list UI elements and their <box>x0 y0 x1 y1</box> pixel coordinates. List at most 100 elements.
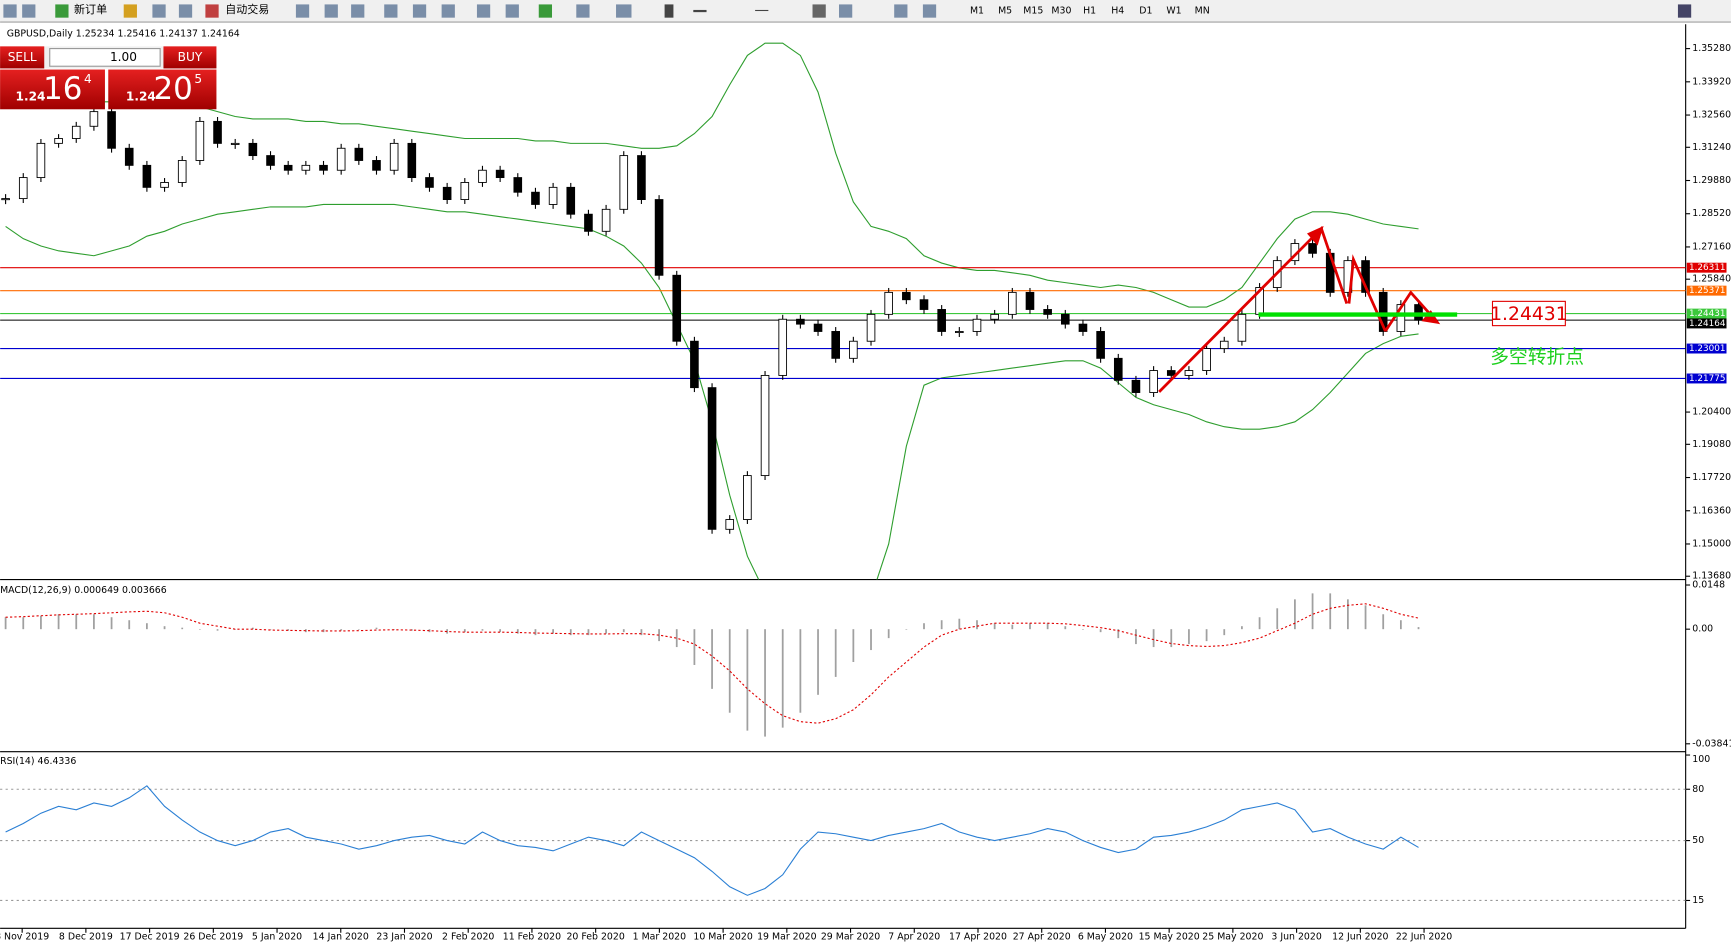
candle <box>743 475 752 520</box>
ask-main: 20 <box>154 71 193 107</box>
macd-bar <box>640 629 643 636</box>
candle <box>283 164 293 171</box>
macd-bar <box>428 629 431 633</box>
timeframe-button[interactable]: H4 <box>1111 6 1124 17</box>
buy-button[interactable] <box>163 46 217 69</box>
timeframe-button[interactable]: M5 <box>998 6 1012 17</box>
macd-bar <box>852 629 855 662</box>
sell-button[interactable] <box>0 46 45 69</box>
macd-bar <box>516 629 519 634</box>
x-tick-label: 14 Jan 2020 <box>313 932 369 943</box>
candle <box>1219 340 1229 350</box>
macd-bar <box>146 623 148 630</box>
macd-bar <box>658 629 660 642</box>
macd-bar <box>1064 626 1067 630</box>
candle <box>425 177 434 188</box>
macd-bar <box>958 618 961 630</box>
level-tag <box>1686 308 1727 319</box>
candle <box>760 374 770 477</box>
macd-bar <box>728 629 731 713</box>
candle <box>725 519 735 530</box>
y-tick-label: 1.17720 <box>1692 472 1731 483</box>
macd-bar <box>1029 623 1031 630</box>
candle <box>1396 304 1406 332</box>
new-order-button[interactable]: 新订单 <box>74 2 107 16</box>
bollinger-band <box>5 42 1419 308</box>
macd-bar <box>1399 620 1402 630</box>
x-tick-label: 19 Mar 2020 <box>757 932 816 943</box>
macd-bar <box>57 614 60 630</box>
candle <box>601 208 611 232</box>
candle <box>389 142 399 171</box>
x-tick-label: 11 Feb 2020 <box>503 932 561 943</box>
x-tick-label: 26 Dec 2019 <box>183 932 243 943</box>
level-label: 1.24431 <box>1689 309 1726 319</box>
macd-bar <box>1046 623 1049 630</box>
y-tick-label: 1.19080 <box>1692 439 1731 450</box>
level-tag <box>1686 262 1727 273</box>
candle <box>1184 370 1194 376</box>
candle <box>919 299 929 310</box>
x-tick-label: 25 May 2020 <box>1202 932 1263 943</box>
macd-bar <box>375 627 378 630</box>
timeframe-button[interactable]: M1 <box>970 6 984 17</box>
macd-bar <box>534 629 537 636</box>
macd-bar <box>287 629 290 631</box>
y-tick-label: 1.15000 <box>1692 538 1731 549</box>
macd-bar <box>605 629 607 634</box>
x-tick-label: 8 Nov 2019 <box>0 932 49 943</box>
candle <box>1078 323 1088 332</box>
candle <box>902 291 911 301</box>
candle <box>955 331 964 334</box>
y-tick-label: 0.00 <box>1692 624 1713 635</box>
macd-bar <box>181 627 184 630</box>
macd-bar <box>1258 617 1261 630</box>
macd-bar <box>764 629 766 737</box>
macd-bar <box>269 629 272 630</box>
candle <box>248 142 258 157</box>
timeframe-button[interactable]: MN <box>1195 6 1210 17</box>
macd-bar <box>817 629 819 695</box>
x-tick-label: 5 Jan 2020 <box>252 932 302 943</box>
level-label: 1.25371 <box>1689 286 1726 296</box>
level-tag <box>1686 373 1727 384</box>
level-tag <box>1686 343 1727 354</box>
x-tick-label: 12 Jun 2020 <box>1332 932 1388 943</box>
timeframe-button[interactable]: W1 <box>1166 6 1181 17</box>
timeframe-button[interactable]: M15 <box>1023 6 1043 17</box>
lots-input[interactable] <box>49 48 161 67</box>
x-tick-label: 7 Apr 2020 <box>888 932 940 943</box>
ask-frac: 5 <box>194 72 202 86</box>
candle <box>230 142 240 145</box>
macd-bar <box>198 629 201 630</box>
candle <box>972 318 982 332</box>
candle <box>195 120 205 161</box>
candle <box>990 313 999 320</box>
ask-big: 1.24 <box>126 90 156 104</box>
candle <box>796 318 805 325</box>
macd-bar <box>251 627 254 630</box>
candle <box>142 164 152 188</box>
candle <box>1060 313 1070 325</box>
candle <box>36 142 46 179</box>
y-tick-label: 1.28520 <box>1692 208 1731 219</box>
macd-bar <box>1135 629 1137 645</box>
macd-bar <box>781 629 784 728</box>
macd-bar <box>1311 593 1314 630</box>
candle <box>672 274 682 342</box>
lots-value: 1.00 <box>110 50 137 64</box>
macd-bar <box>481 629 484 631</box>
macd-bar <box>587 629 590 636</box>
auto-trading-button[interactable]: 自动交易 <box>225 2 269 16</box>
macd-bar <box>1011 624 1014 630</box>
candle <box>707 387 717 530</box>
candle <box>1131 379 1141 393</box>
macd-bar <box>675 629 678 648</box>
timeframe-button[interactable]: D1 <box>1139 6 1152 17</box>
timeframe-button[interactable]: H1 <box>1083 6 1096 17</box>
chart-header: GBPUSD,Daily 1.25234 1.25416 1.24137 1.2… <box>7 29 240 40</box>
macd-bar <box>940 620 943 630</box>
timeframe-button[interactable]: M30 <box>1051 6 1071 17</box>
macd-bar <box>1117 629 1120 639</box>
